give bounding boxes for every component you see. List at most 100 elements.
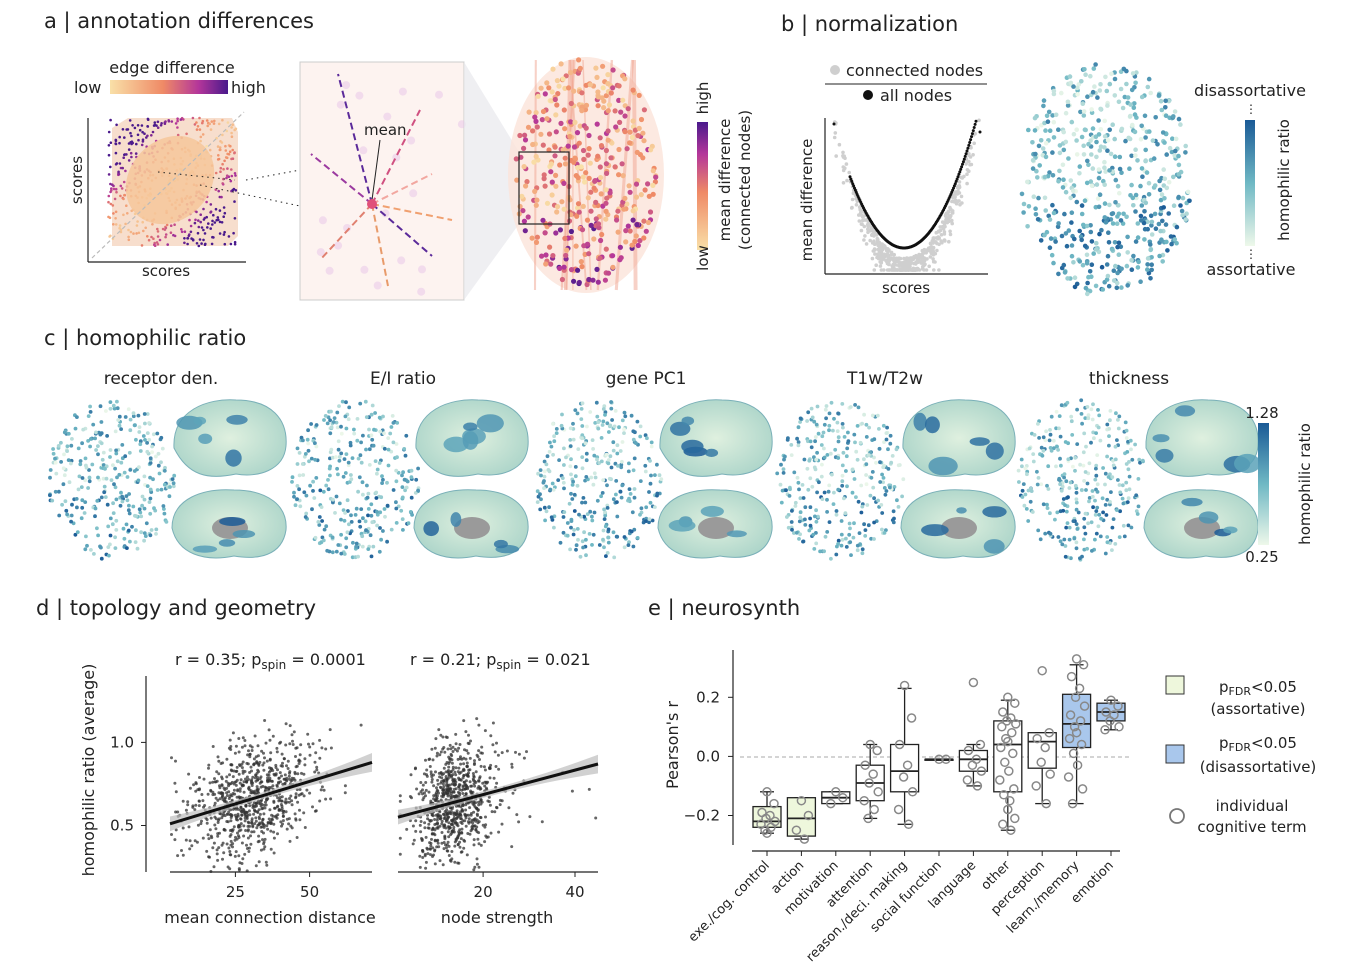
c-brain-node bbox=[1065, 400, 1070, 405]
d-point bbox=[324, 747, 328, 751]
c-brain-node bbox=[863, 534, 868, 538]
c-brain-node bbox=[1069, 419, 1074, 424]
c-brain-node bbox=[171, 481, 176, 486]
panel-c-title: c | homophilic ratio bbox=[44, 326, 247, 350]
d-point bbox=[256, 744, 260, 748]
a-edge-point bbox=[122, 180, 126, 184]
c-brain-node bbox=[590, 543, 594, 547]
b-brain-node bbox=[1135, 235, 1141, 240]
c-brain-node bbox=[120, 499, 125, 504]
d-point bbox=[267, 817, 271, 821]
d-point bbox=[298, 818, 302, 822]
c-brain-node bbox=[580, 436, 584, 441]
b-brain-node bbox=[1112, 240, 1118, 245]
c-brain-node bbox=[1120, 496, 1125, 501]
d-point bbox=[272, 800, 276, 804]
c-brain-node bbox=[1043, 438, 1048, 443]
d-point bbox=[296, 772, 300, 776]
a-brain-node bbox=[575, 201, 582, 207]
b-brain-node bbox=[1026, 204, 1032, 209]
c-brain-node bbox=[1083, 531, 1088, 536]
d-point bbox=[261, 817, 265, 821]
c-brain-node bbox=[105, 434, 109, 438]
c-brain-node bbox=[819, 443, 824, 447]
panel-d: homophilic ratio (average) 0.51.0 r = 0.… bbox=[79, 650, 599, 927]
c-brain-node bbox=[375, 512, 380, 517]
c-brain-node bbox=[301, 438, 305, 443]
c-brain-node bbox=[317, 515, 322, 519]
c-brain-node bbox=[1031, 459, 1036, 464]
c-brain-node bbox=[775, 471, 780, 476]
a-brain-node bbox=[630, 217, 636, 223]
a-edge-point bbox=[198, 238, 202, 241]
a-brain-node bbox=[603, 246, 609, 252]
b-connected-point bbox=[931, 259, 936, 264]
a-brain-node bbox=[529, 235, 535, 241]
c-brain-node bbox=[836, 435, 841, 440]
d-point bbox=[245, 780, 248, 784]
d-point bbox=[343, 791, 347, 795]
b-brain-node bbox=[1123, 138, 1128, 144]
c-brain-node bbox=[76, 487, 81, 492]
d-point bbox=[430, 780, 434, 784]
c-brain-node bbox=[138, 449, 143, 453]
a-brain-node bbox=[533, 239, 540, 245]
b-brain-node bbox=[1047, 128, 1053, 133]
b-brain-node bbox=[1158, 197, 1164, 203]
a-brain-node bbox=[621, 206, 627, 212]
d-yticks: 0.51.0 bbox=[110, 733, 146, 835]
c-brain-node bbox=[1097, 512, 1102, 517]
c-brain-node bbox=[137, 465, 141, 470]
b-brain-node bbox=[1072, 275, 1078, 281]
c-brain-node bbox=[1086, 413, 1091, 418]
c-brain-node bbox=[111, 403, 116, 408]
c-brain-node bbox=[170, 477, 175, 481]
a-brain-node bbox=[553, 129, 559, 135]
a-brain-node bbox=[579, 227, 586, 233]
a-edge-point bbox=[107, 173, 111, 176]
d-point bbox=[221, 798, 225, 802]
a-brain-node bbox=[633, 194, 640, 200]
c-brain-node bbox=[592, 471, 597, 476]
d-point bbox=[263, 806, 267, 810]
c-brain-node bbox=[1117, 414, 1122, 419]
node-cbar-label1: mean difference bbox=[716, 119, 734, 242]
a-edge-point bbox=[118, 141, 121, 145]
a-brain-node bbox=[635, 133, 641, 139]
c-brain-node bbox=[375, 471, 379, 476]
b-brain-node bbox=[1149, 219, 1155, 225]
c-brain-node bbox=[137, 425, 142, 429]
a-brain-node bbox=[541, 172, 547, 178]
c-brain-node bbox=[600, 423, 605, 427]
b-all-point bbox=[968, 141, 972, 144]
b-brain-node bbox=[1057, 168, 1062, 174]
b-all-point bbox=[850, 179, 854, 183]
a-brain-node bbox=[594, 74, 600, 80]
a-edge-point bbox=[160, 122, 163, 125]
c-brain-node bbox=[798, 532, 802, 537]
c-brain-node bbox=[1063, 554, 1068, 559]
d-point bbox=[252, 791, 256, 795]
c-brain-node bbox=[849, 553, 853, 557]
a-brain-node bbox=[559, 276, 566, 283]
b-brain-node bbox=[1089, 262, 1095, 268]
panel-c: receptor den. E/I ratio gene PC1 T1w/T2w… bbox=[48, 369, 1314, 566]
b-connected-point bbox=[869, 228, 873, 233]
c-brain-node bbox=[827, 483, 832, 488]
c-brain-node bbox=[111, 511, 116, 515]
a-edge-point bbox=[134, 152, 138, 155]
a-edge-point bbox=[213, 221, 217, 224]
b-brain-node bbox=[1118, 86, 1124, 92]
d-point bbox=[279, 820, 283, 824]
b-brain-node bbox=[1125, 283, 1130, 288]
c-brain-node bbox=[836, 411, 840, 416]
a-edge-point bbox=[150, 235, 153, 239]
c-brain-node bbox=[825, 530, 830, 534]
c-brain-node bbox=[125, 546, 129, 550]
b-brain-node bbox=[1131, 203, 1136, 208]
a-brain-node bbox=[566, 85, 572, 91]
c-brain-node bbox=[361, 516, 365, 521]
c-brain-node bbox=[404, 485, 409, 490]
c-brain-node bbox=[635, 419, 640, 424]
d-point bbox=[252, 757, 256, 761]
